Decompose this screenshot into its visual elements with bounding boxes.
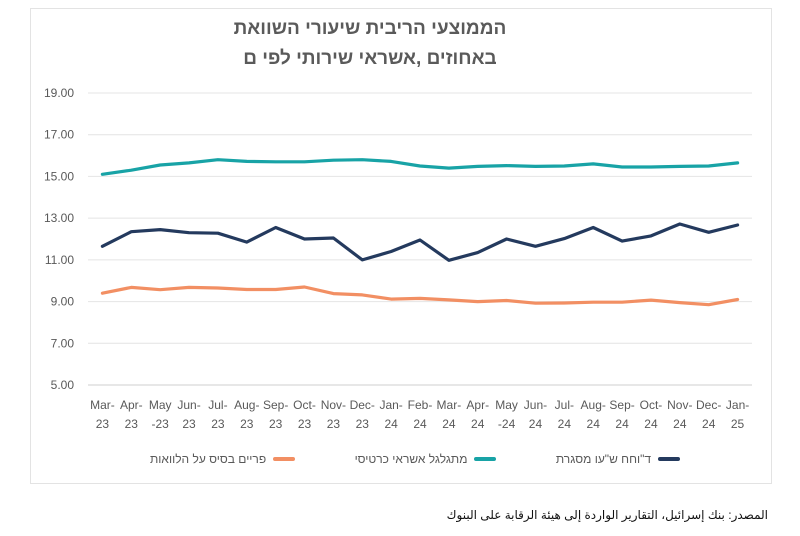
y-tick-label-1: 7.00 <box>51 336 75 350</box>
x-tick-label-15: Jun-24 <box>524 398 547 431</box>
x-tick-label-17: Aug-24 <box>581 398 606 431</box>
legend-swatch-series-1 <box>658 457 680 461</box>
chart-title-line-1: הממוצעי הריבית שיעורי השוואת <box>233 18 507 39</box>
x-tick-label-20: Nov-24 <box>667 398 692 431</box>
y-tick-label-3: 11.00 <box>45 253 74 267</box>
legend-label-series-3: פריים בסיס על הלוואות <box>150 452 267 466</box>
gridlines <box>88 92 752 386</box>
source-note: المصدر: بنك إسرائيل، التقارير الواردة إل… <box>446 508 768 522</box>
x-tick-label-13: Apr-24 <box>466 398 489 431</box>
y-tick-label-2: 9.00 <box>51 295 75 309</box>
x-tick-label-5: Aug-23 <box>234 398 259 431</box>
legend-item-series-3[interactable]: פריים בסיס על הלוואות <box>150 452 296 466</box>
legend-swatch-series-3 <box>273 457 296 461</box>
x-tick-label-11: Feb-24 <box>408 398 433 431</box>
x-tick-label-3: Jun-23 <box>177 398 200 431</box>
x-tick-label-4: Jul-23 <box>208 398 227 431</box>
x-tick-label-18: Sep-24 <box>609 398 634 431</box>
x-tick-label-16: Jul-24 <box>555 398 574 431</box>
x-tick-label-8: Nov-23 <box>321 398 346 431</box>
legend-label-series-2: מתגלגל אשראי כרטיסי <box>354 452 468 466</box>
x-tick-label-19: Oct-24 <box>640 398 663 431</box>
x-tick-label-6: Sep-23 <box>263 398 288 431</box>
series-line-1 <box>100 222 740 262</box>
legend-label-series-1: ד"וחח ש"עו מסגרת <box>555 452 651 466</box>
legend-item-series-2[interactable]: מתגלגל אשראי כרטיסי <box>355 452 497 466</box>
x-tick-label-0: Mar-23 <box>90 398 115 431</box>
x-tick-label-22: Jan-25 <box>726 398 749 431</box>
legend-item-series-1[interactable]: ד"וחח ש"עו מסגרת <box>556 452 680 466</box>
x-tick-label-14: May -24 <box>495 398 518 431</box>
legend: ד"וחח ש"עו מסגרת מתגלגל אשראי כרטיסי פרי… <box>150 449 680 469</box>
y-axis-ticks: 5.00 7.00 9.00 11.00 13.00 15.00 17.00 19.00 <box>44 86 74 392</box>
y-tick-label-4: 13.00 <box>44 211 74 225</box>
x-tick-label-21: Dec-24 <box>696 398 721 431</box>
y-tick-label-6: 17.00 <box>44 128 74 142</box>
x-tick-label-1: Apr-23 <box>120 398 143 431</box>
y-tick-label-5: 15.00 <box>44 169 74 183</box>
y-tick-label-0: 5.00 <box>51 378 75 392</box>
legend-swatch-series-2 <box>474 457 497 461</box>
x-tick-label-7: Oct-23 <box>293 398 316 431</box>
y-tick-label-7: 19.00 <box>44 86 74 100</box>
x-tick-label-9: Dec-23 <box>350 398 375 431</box>
x-tick-label-2: May -23 <box>149 398 172 431</box>
series-lines <box>100 158 740 307</box>
x-tick-label-10: Jan-24 <box>379 398 402 431</box>
x-tick-label-12: Mar-24 <box>437 398 462 431</box>
chart-title: הממוצעי הריבית שיעורי השוואת באחוזים ,אש… <box>180 14 560 74</box>
chart-title-line-2: באחוזים ,אשראי שירותי לפי ם <box>243 48 497 69</box>
series-line-2 <box>100 158 740 176</box>
series-line-3 <box>100 285 740 307</box>
